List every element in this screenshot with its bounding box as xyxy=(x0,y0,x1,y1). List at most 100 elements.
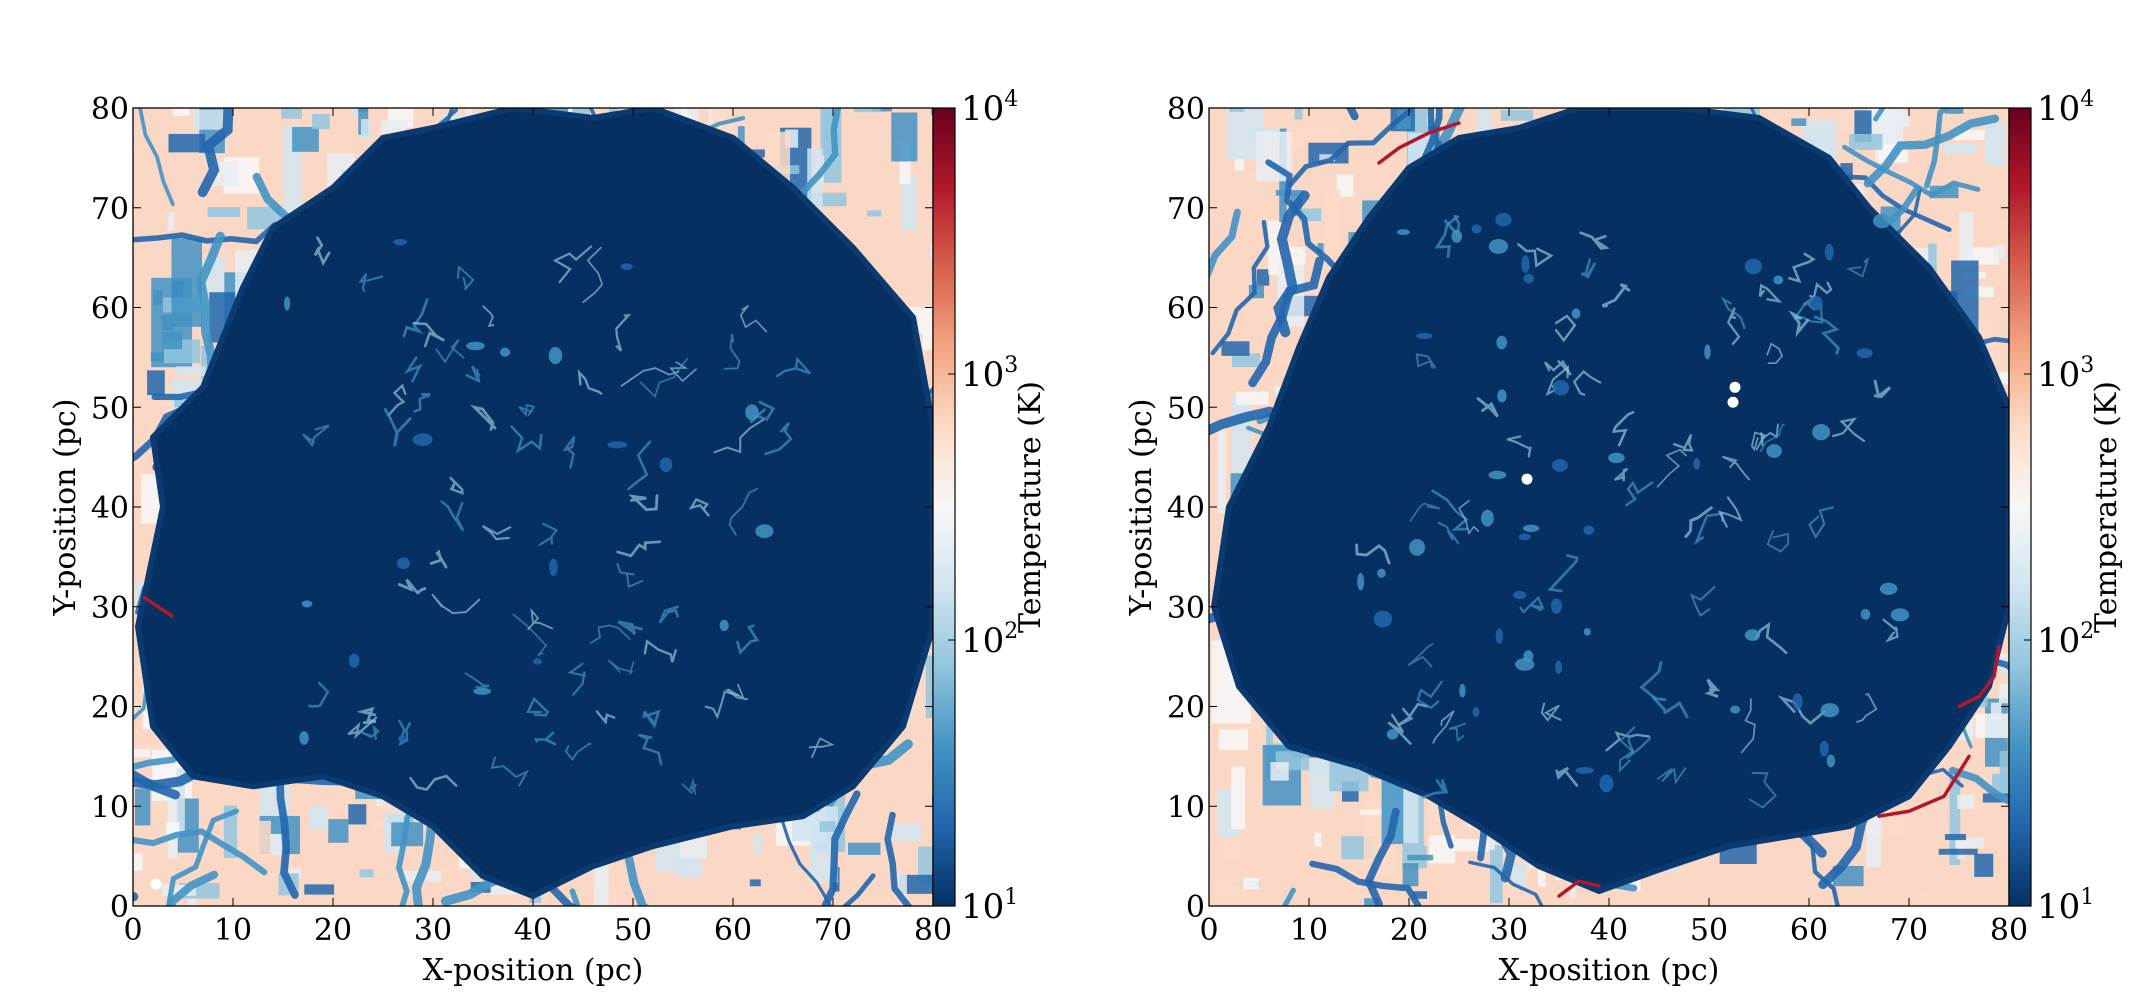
inner-filament xyxy=(449,476,464,495)
clump xyxy=(1373,610,1393,628)
y-tick-label: 70 xyxy=(1167,192,1205,227)
mosaic-cell xyxy=(925,655,933,718)
inner-filament xyxy=(1579,231,1610,250)
hot-front xyxy=(1957,644,2001,709)
cold-filament xyxy=(1468,860,1544,906)
clump xyxy=(284,296,291,311)
clump xyxy=(659,457,673,473)
clump xyxy=(1813,301,1824,311)
inner-filament xyxy=(1540,702,1562,722)
cold-filament xyxy=(821,790,861,906)
clump xyxy=(412,433,433,446)
mosaic-cell xyxy=(1723,108,1761,123)
clump xyxy=(1552,459,1568,472)
inner-filament xyxy=(469,404,497,431)
y-tick-label: 40 xyxy=(91,491,129,526)
clump xyxy=(1693,457,1701,470)
mosaic-cell xyxy=(819,821,836,832)
clump xyxy=(1819,740,1829,757)
cold-filament xyxy=(1346,108,1359,121)
inner-filament xyxy=(808,737,835,758)
y-tick-label: 20 xyxy=(91,691,129,726)
clump xyxy=(396,557,410,570)
y-tick-label: 30 xyxy=(1167,591,1205,626)
clump xyxy=(1608,452,1625,464)
mosaic-cell xyxy=(1974,853,1994,877)
x-tick-label: 40 xyxy=(1590,913,1628,948)
clump xyxy=(1488,470,1507,480)
inner-filament xyxy=(412,321,445,348)
mosaic-cell xyxy=(188,892,197,906)
clump xyxy=(1518,533,1531,541)
mosaic-cell xyxy=(930,244,933,261)
inner-filament xyxy=(563,436,576,469)
colorbar-tick-base: 10 xyxy=(961,887,1004,927)
mosaic-cell xyxy=(1984,122,2006,166)
mosaic-cell xyxy=(1955,837,1984,849)
inner-filament xyxy=(1416,680,1443,710)
mosaic-cell xyxy=(1360,809,1391,815)
inner-filament xyxy=(1672,434,1694,452)
clump xyxy=(1357,572,1365,591)
inner-filament xyxy=(1808,506,1835,540)
inner-filament xyxy=(577,369,603,395)
mosaic-cell xyxy=(359,869,374,878)
mosaic-cell xyxy=(270,833,284,855)
clump xyxy=(1459,683,1466,698)
mosaic-cell xyxy=(1375,108,1385,109)
clump xyxy=(607,441,628,449)
inner-filament xyxy=(1618,726,1636,773)
mosaic-cell xyxy=(1402,863,1419,887)
clump xyxy=(1730,705,1741,714)
inner-filament xyxy=(552,245,593,284)
inner-filament xyxy=(440,500,465,532)
mosaic-cell xyxy=(201,346,210,394)
cold-filament xyxy=(1265,159,1348,281)
mosaic-cell xyxy=(388,108,414,128)
mosaic-cell xyxy=(168,133,206,153)
colorbar xyxy=(932,107,956,907)
inner-filament xyxy=(533,731,557,746)
x-tick-label: 80 xyxy=(1990,913,2028,948)
inner-filament xyxy=(704,690,740,720)
inner-filament xyxy=(638,733,663,766)
inner-filament xyxy=(628,494,659,512)
cold-filament xyxy=(1286,108,1414,188)
cold-filament xyxy=(1863,114,2000,188)
inner-filament xyxy=(775,356,811,378)
inner-filament xyxy=(383,407,412,447)
inner-filament xyxy=(1759,423,1785,453)
inner-filament xyxy=(1432,710,1455,744)
hot-front xyxy=(142,595,174,619)
mosaic-cell xyxy=(1949,773,1961,866)
clump xyxy=(1377,568,1386,578)
mosaic-cell xyxy=(1999,751,2009,796)
mosaic-cell xyxy=(848,842,881,855)
x-tick-label: 30 xyxy=(414,913,452,948)
colorbar-tick-label: 101 xyxy=(961,885,1018,927)
inner-filament xyxy=(510,425,543,454)
x-tick-label: 10 xyxy=(1290,913,1328,948)
inner-filament xyxy=(736,624,760,656)
cold-filament xyxy=(1418,108,1443,169)
mosaic-cell xyxy=(1314,832,1322,847)
clump xyxy=(1773,275,1784,285)
mosaic-cell xyxy=(898,874,933,894)
clump xyxy=(1471,224,1482,234)
inner-filament xyxy=(725,683,749,701)
star-marker xyxy=(1727,396,1739,408)
clump xyxy=(1812,424,1831,441)
mosaic-cell xyxy=(926,745,933,754)
y-tick-label: 60 xyxy=(1167,292,1205,327)
mosaic-cell xyxy=(1234,151,1244,171)
clump xyxy=(1488,238,1509,254)
mosaic-cell xyxy=(292,126,319,152)
inner-filament xyxy=(1517,243,1554,268)
mosaic-cell xyxy=(749,879,761,887)
inner-filament xyxy=(402,298,429,338)
mosaic-cell xyxy=(1268,220,1281,275)
inner-filament xyxy=(1448,722,1467,743)
x-tick-label: 50 xyxy=(1690,913,1728,948)
inner-filament xyxy=(1519,595,1545,614)
